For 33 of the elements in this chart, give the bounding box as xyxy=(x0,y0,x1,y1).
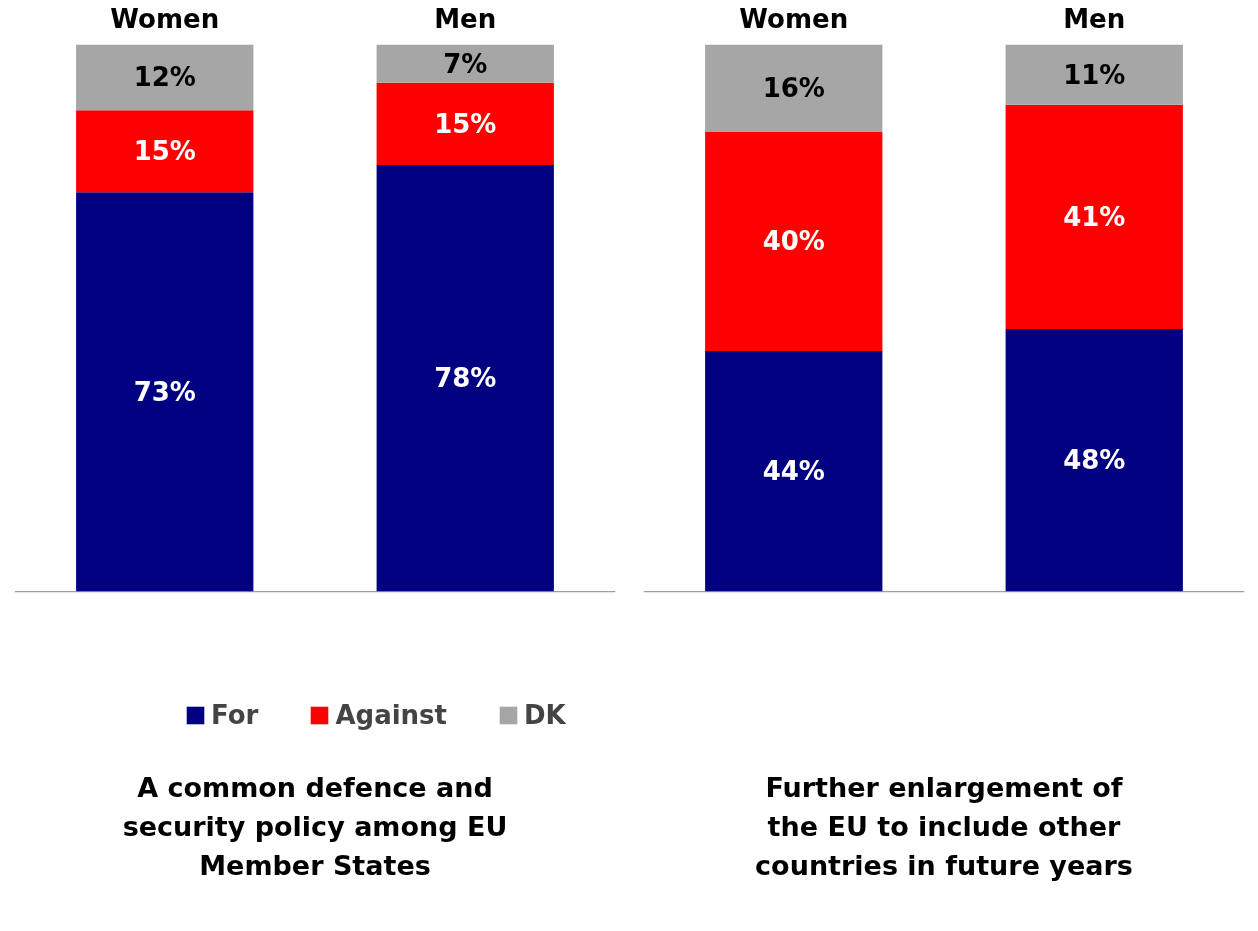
text: Further enlargement of the EU to include other countries in future years xyxy=(755,772,1133,881)
data-label: 16% xyxy=(762,73,825,104)
data-label: 78% xyxy=(434,363,497,394)
legend-label: DK xyxy=(524,700,566,730)
data-label: 44% xyxy=(762,456,825,487)
data-label: 12% xyxy=(133,62,196,93)
x-tick-label: Men xyxy=(434,3,497,34)
x-tick-label: Men xyxy=(1063,3,1126,34)
bar xyxy=(1005,104,1183,330)
bar xyxy=(76,192,254,592)
data-label: 7% xyxy=(443,48,488,79)
bar xyxy=(376,82,554,165)
text: A common defence and security policy among EU Member States xyxy=(122,772,508,881)
bar xyxy=(76,44,254,111)
bar xyxy=(76,110,254,193)
x-tick-label: Women xyxy=(739,3,849,34)
x-tick-label: Women xyxy=(110,3,220,34)
bar xyxy=(705,350,883,592)
legend-label: Against xyxy=(335,700,448,730)
data-label: 15% xyxy=(133,136,196,167)
data-label: 41% xyxy=(1063,201,1126,232)
bar xyxy=(1005,329,1183,592)
bar xyxy=(376,44,554,83)
data-label: 48% xyxy=(1063,445,1126,476)
bar xyxy=(376,164,554,592)
bar xyxy=(1005,44,1183,105)
legend-label: For xyxy=(211,700,259,730)
data-label: 73% xyxy=(133,376,196,407)
bar xyxy=(705,44,883,133)
data-label: 40% xyxy=(762,226,825,257)
data-label: 15% xyxy=(434,108,497,139)
data-label: 11% xyxy=(1063,59,1126,90)
bar xyxy=(705,132,883,351)
